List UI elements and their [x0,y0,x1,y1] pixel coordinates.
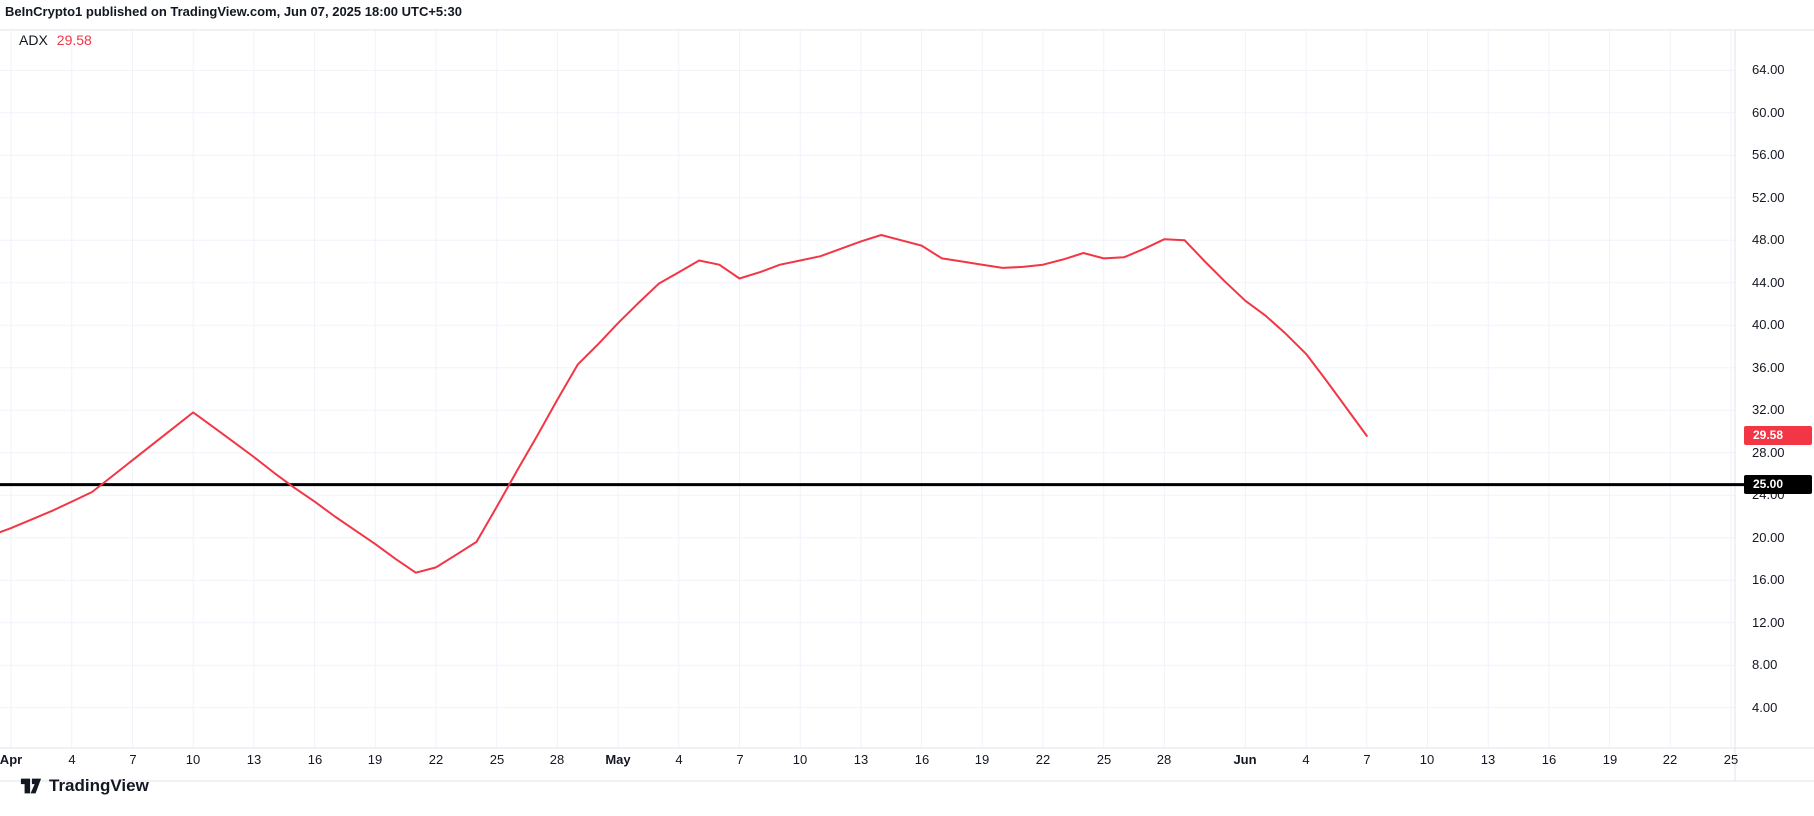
y-axis-label: 52.00 [1752,190,1785,205]
tradingview-logo-text: TradingView [49,776,149,795]
y-axis-label: 44.00 [1752,275,1785,290]
x-axis-label: 4 [68,752,76,767]
x-axis-label: 10 [792,752,808,767]
indicator-name: ADX [19,32,48,48]
x-axis-label: 25 [489,752,505,767]
y-axis-label: 60.00 [1752,105,1785,120]
threshold-value-badge: 25.00 [1744,475,1812,494]
y-axis-label: 20.00 [1752,530,1785,545]
x-axis-label: 16 [1541,752,1557,767]
y-axis-label: 12.00 [1752,615,1785,630]
x-axis-label: 25 [1096,752,1112,767]
last-value-badge: 29.58 [1744,426,1812,445]
indicator-last-value: 29.58 [56,32,92,48]
adx-line [0,234,1368,574]
y-axis-label: 16.00 [1752,572,1785,587]
x-axis-label: 7 [736,752,744,767]
x-axis-label: 13 [853,752,869,767]
tradingview-logo-icon [20,775,42,797]
y-axis-label: 4.00 [1752,700,1778,715]
x-axis-label: 16 [914,752,930,767]
y-axis-label: 56.00 [1752,147,1785,162]
x-axis-label: 22 [1035,752,1051,767]
y-axis-label: 64.00 [1752,62,1785,77]
x-axis-label: Jun [1233,752,1257,767]
x-axis-label: 28 [549,752,565,767]
y-axis-label: 40.00 [1752,317,1785,332]
x-axis-label: 13 [1480,752,1496,767]
x-axis-label: 13 [246,752,262,767]
chart-attribution: BeInCrypto1 published on TradingView.com… [5,4,462,19]
x-axis-label: 25 [1723,752,1739,767]
y-axis-label: 48.00 [1752,232,1785,247]
x-axis-label: 10 [185,752,201,767]
x-axis-label: 28 [1156,752,1172,767]
x-axis-label: 7 [1363,752,1371,767]
x-axis-label: 22 [1662,752,1678,767]
x-axis-label: May [605,752,631,767]
x-axis-label: 7 [129,752,137,767]
indicator-legend[interactable]: ADX 29.58 [19,32,92,48]
y-axis-label: 28.00 [1752,445,1785,460]
x-axis-label: 19 [974,752,990,767]
x-axis-label: 19 [1602,752,1618,767]
x-axis-label: 19 [367,752,383,767]
x-axis-label: 10 [1419,752,1435,767]
x-axis-label: 16 [307,752,323,767]
x-axis-label: 4 [675,752,683,767]
x-axis-label: 4 [1302,752,1310,767]
y-axis-label: 32.00 [1752,402,1785,417]
y-axis-label: 36.00 [1752,360,1785,375]
x-axis-label: Apr [0,752,23,767]
x-axis-label: 22 [428,752,444,767]
y-axis-label: 8.00 [1752,657,1778,672]
tradingview-logo[interactable]: TradingView [20,775,149,797]
